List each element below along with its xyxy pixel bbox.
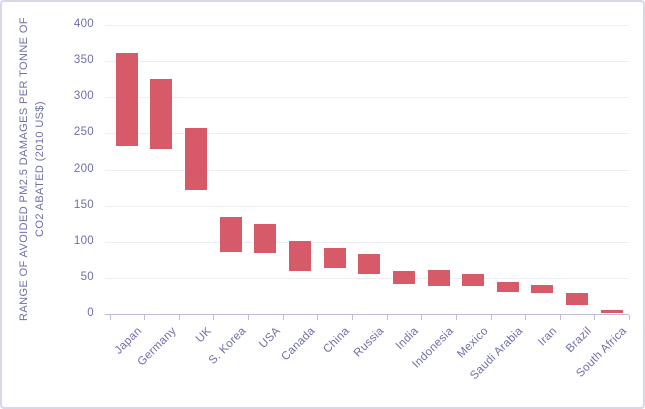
x-axis-tick (248, 315, 249, 320)
range-bar (358, 254, 381, 274)
range-bar (115, 53, 138, 147)
x-axis-tick (213, 315, 215, 320)
x-axis-tick (525, 315, 527, 320)
y-tick-label: 200 (73, 162, 94, 175)
x-category-label: UK (193, 325, 214, 346)
x-axis-tick (109, 315, 111, 320)
range-bar (323, 248, 346, 268)
x-axis-tick (282, 315, 284, 320)
x-axis-tick (594, 315, 596, 320)
y-gridline (105, 25, 629, 26)
range-bar (392, 271, 415, 285)
y-axis-title-line2: CO2 ABATED (2010 US$) (34, 101, 46, 237)
range-bar (566, 293, 588, 306)
x-axis-tick (386, 315, 388, 320)
y-tick-label: 150 (73, 198, 94, 211)
x-axis-tick (629, 315, 630, 320)
x-axis-tick (144, 315, 146, 320)
range-bar (496, 281, 519, 292)
y-tick-label: 300 (73, 90, 94, 103)
y-tick-label: 100 (73, 234, 94, 247)
x-axis-tick (490, 315, 492, 320)
y-gridline (105, 277, 629, 279)
x-axis-tick (351, 315, 353, 320)
y-gridline (105, 169, 629, 171)
x-axis-tick (455, 315, 457, 320)
range-bar (289, 241, 311, 272)
y-axis-title: RANGE OF AVOIDED PM2.5 DAMAGES PER TONNE… (17, 17, 49, 321)
range-bar (254, 224, 277, 253)
y-tick-label: 50 (80, 270, 94, 283)
range-bar (185, 128, 208, 190)
x-category-label: Japan (112, 325, 145, 357)
x-axis-tick (559, 315, 561, 320)
range-bar (219, 216, 242, 252)
x-category-label: Canada (279, 325, 318, 364)
y-gridline (105, 241, 629, 243)
y-tick-label: 250 (73, 126, 94, 139)
x-category-label: Russia (352, 325, 387, 360)
x-category-label: Brazil (564, 325, 595, 356)
x-category-label: India (394, 325, 422, 353)
y-tick-label: 400 (73, 18, 94, 30)
range-bar (462, 274, 485, 286)
x-axis-line (105, 314, 629, 315)
x-category-label: Iran (536, 325, 560, 349)
y-tick-label: 350 (73, 54, 94, 67)
x-axis-tick (421, 315, 423, 320)
y-gridline (105, 61, 629, 63)
y-gridline (105, 97, 629, 99)
x-category-label: USA (256, 325, 283, 351)
y-axis-title-line1: RANGE OF AVOIDED PM2.5 DAMAGES PER TONNE… (18, 17, 31, 321)
x-axis-tick (178, 315, 180, 320)
y-tick-label: 0 (87, 307, 94, 319)
x-axis-tick (317, 315, 319, 320)
y-gridline (105, 205, 629, 207)
x-category-label: China (321, 325, 353, 356)
range-bar (427, 269, 450, 286)
range-bar (150, 78, 173, 150)
y-gridline (105, 133, 629, 135)
range-bar (600, 310, 623, 314)
range-bar (531, 285, 554, 293)
